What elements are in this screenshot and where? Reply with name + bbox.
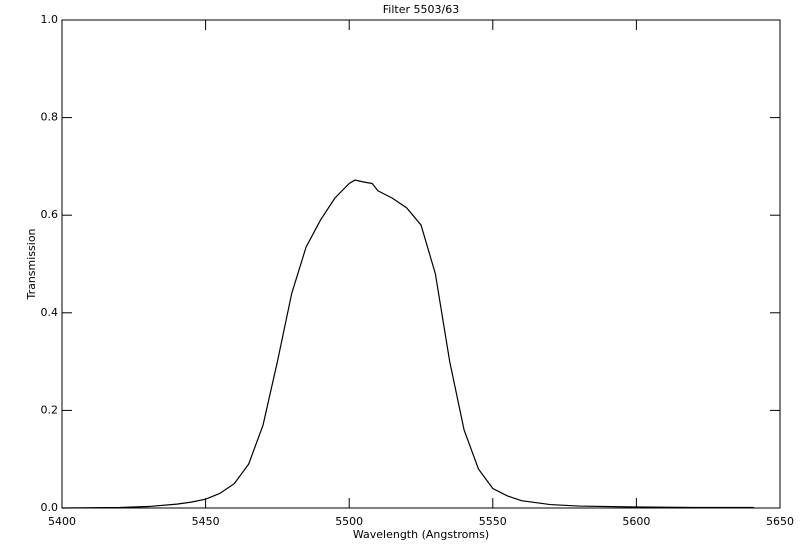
y-tick-label: 0.4 [41,306,59,319]
x-tick-label: 5550 [479,515,507,528]
x-tick-label: 5650 [766,515,794,528]
plot-frame [61,19,781,509]
y-tick-label: 0.0 [41,501,59,514]
x-tick-label: 5600 [622,515,650,528]
y-tick-label: 0.6 [41,208,59,221]
x-tick-label: 5400 [48,515,76,528]
y-tick-label: 0.2 [41,403,59,416]
data-line [61,179,755,509]
x-tick-label: 5450 [192,515,220,528]
y-tick-label: 1.0 [41,13,59,26]
y-axis-label: Transmission [25,228,38,300]
x-tick-label: 5500 [335,515,363,528]
y-tick-label: 0.8 [41,111,59,124]
x-axis-label: Wavelength (Angstroms) [353,528,489,541]
chart-title: Filter 5503/63 [383,3,459,16]
